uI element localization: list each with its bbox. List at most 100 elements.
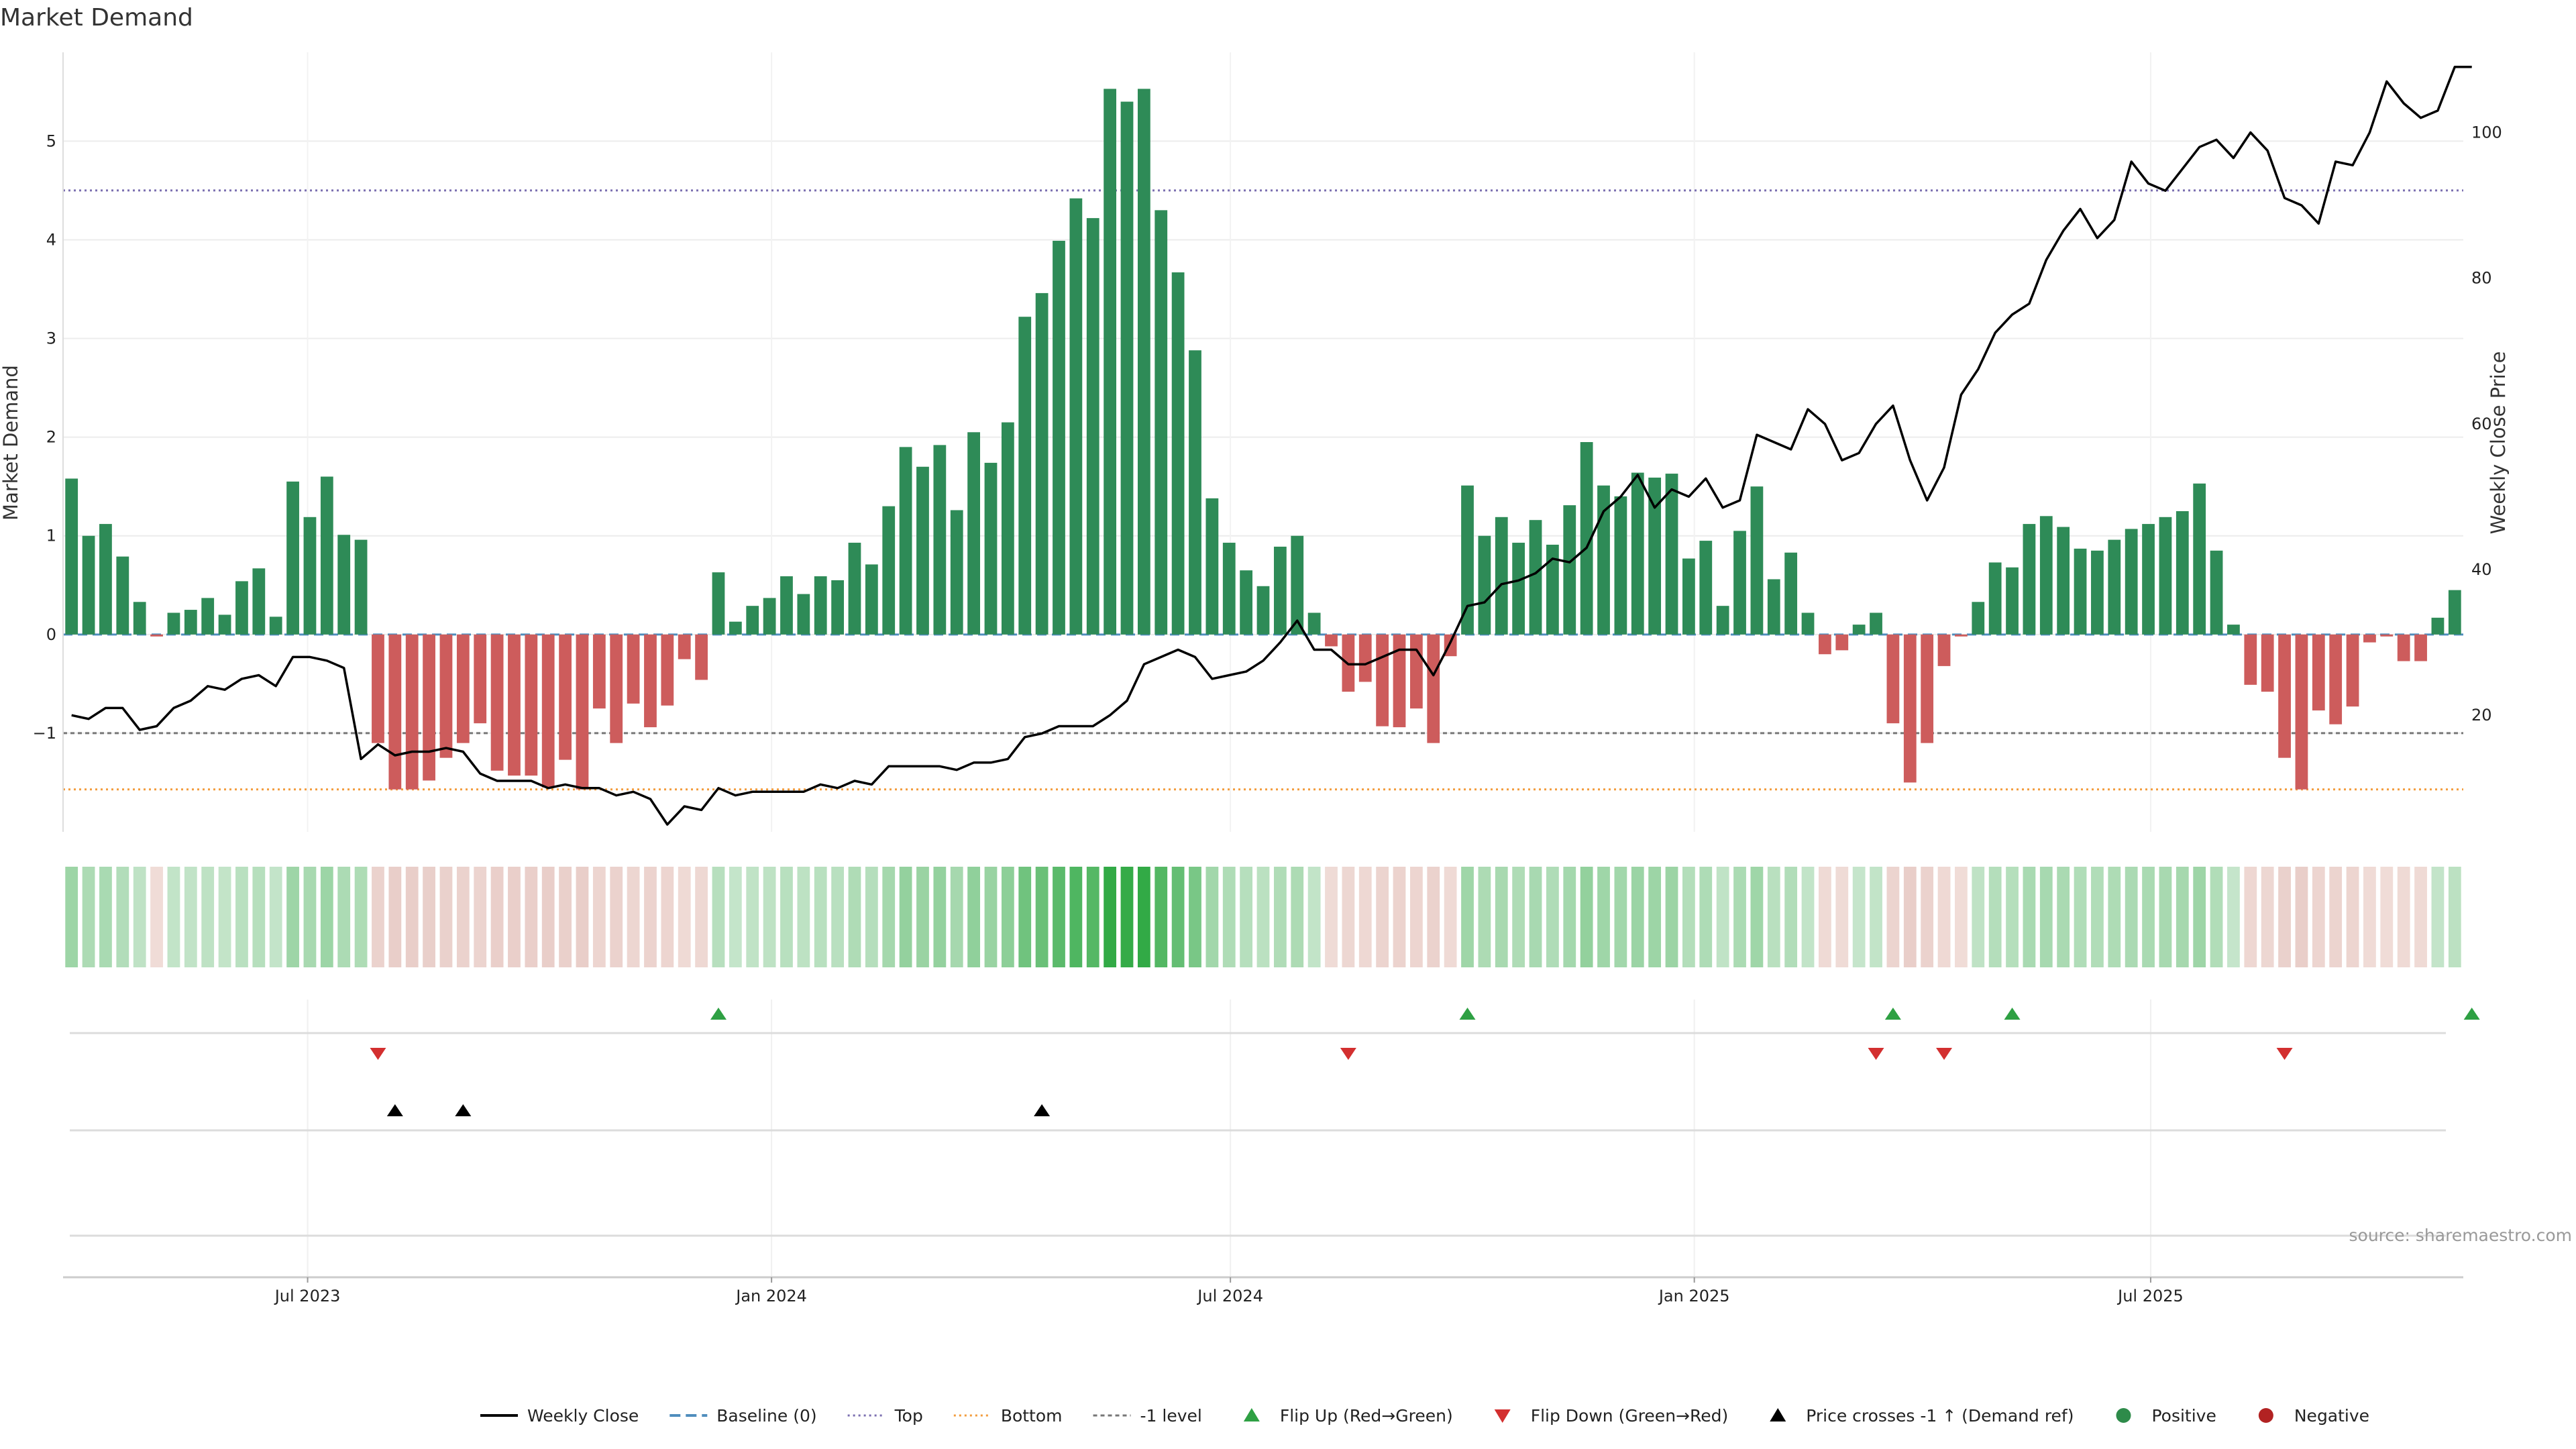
demand-bar-positive (1120, 101, 1134, 635)
demand-bar-negative (150, 634, 163, 637)
heat-cell (729, 867, 742, 967)
heat-cell (541, 867, 555, 967)
heat-cell (1171, 867, 1185, 967)
source-note: source: sharemaestro.com (2349, 1226, 2573, 1245)
heat-cell (1137, 867, 1150, 967)
heat-cell (116, 867, 129, 967)
demand-bar-positive (116, 556, 129, 635)
heat-cell (2278, 867, 2291, 967)
demand-bar-positive (746, 606, 759, 635)
demand-bar-positive (1767, 579, 1780, 635)
demand-bar-negative (1393, 634, 1406, 728)
heat-cell (2244, 867, 2257, 967)
demand-bar-negative (2414, 634, 2427, 661)
demand-bar-negative (388, 634, 402, 790)
demand-bar-positive (2193, 483, 2206, 635)
demand-bar-positive (1307, 612, 1321, 635)
legend-swatch (2258, 1408, 2273, 1423)
heat-cell (1699, 867, 1713, 967)
heat-cell (1631, 867, 1644, 967)
heat-cell (2227, 867, 2240, 967)
heat-cell (2261, 867, 2274, 967)
heat-cell (1001, 867, 1014, 967)
x-tick-label: Jan 2025 (1658, 1287, 1730, 1305)
heat-cell (661, 867, 674, 967)
heat-cell (218, 867, 231, 967)
demand-bar-positive (1104, 89, 1117, 635)
demand-bar-positive (1988, 562, 2002, 635)
heat-cell (1648, 867, 1662, 967)
demand-bar-negative (1835, 634, 1849, 651)
heat-cell (150, 867, 163, 967)
demand-bar-positive (712, 572, 725, 635)
demand-bar-negative (525, 634, 538, 776)
heat-cell (201, 867, 215, 967)
x-tick-label: Jan 2024 (735, 1287, 807, 1305)
heat-cell (337, 867, 351, 967)
demand-bar-positive (2039, 516, 2053, 635)
heat-cell (763, 867, 776, 967)
chart-title: Market Demand (0, 4, 193, 32)
legend-label: Price crosses -1 ↑ (Demand ref) (1806, 1406, 2074, 1426)
heat-cell (2023, 867, 2036, 967)
heat-cell (354, 867, 368, 967)
demand-bar-positive (831, 580, 844, 635)
heat-cell (1870, 867, 1882, 967)
demand-bar-positive (201, 598, 215, 635)
demand-bar-positive (2023, 524, 2036, 635)
demand-bar-positive (1137, 89, 1150, 635)
heat-cell (1155, 867, 1168, 967)
heat-cell (592, 867, 606, 967)
demand-bar-negative (456, 634, 470, 743)
legend-item: Flip Up (Red→Green) (1243, 1406, 1453, 1426)
axes: 5 4 3 2 1 0 −1 100 80 60 40 20 (33, 52, 2502, 832)
heat-cell (627, 867, 640, 967)
heat-cell (1342, 867, 1355, 967)
heat-cell (1784, 867, 1798, 967)
heat-cell (797, 867, 810, 967)
heat-cell (1291, 867, 1304, 967)
demand-bar-negative (576, 634, 589, 790)
heat-cell (1955, 867, 1968, 967)
heat-cell (1256, 867, 1270, 967)
heat-cell (2380, 867, 2394, 967)
demand-bar-positive (814, 576, 827, 635)
demand-bar-positive (286, 481, 299, 635)
demand-bar-negative (1903, 634, 1917, 783)
legend-label: Weekly Close (527, 1406, 639, 1426)
heat-cell (576, 867, 589, 967)
heat-cell (1767, 867, 1780, 967)
demand-bar-negative (405, 634, 419, 790)
demand-bar-positive (2006, 567, 2019, 635)
legend-swatch (1243, 1408, 1260, 1421)
demand-bar-positive (1784, 552, 1798, 635)
heat-cell (2108, 867, 2121, 967)
heat-cell (252, 867, 266, 967)
demand-bar-positive (1512, 543, 1525, 635)
demand-bar-negative (541, 634, 555, 788)
heat-cell (372, 867, 384, 967)
legend-item: Weekly Close (480, 1406, 639, 1426)
heat-cell (1580, 867, 1593, 967)
demand-bar-positive (1256, 586, 1270, 635)
y-axis-title-right: Weekly Close Price (2487, 352, 2510, 535)
legend-label: Flip Down (Green→Red) (1531, 1406, 1729, 1426)
demand-bar-negative (2363, 634, 2376, 643)
demand-bar-negative (2380, 634, 2394, 637)
legend-label: Top (894, 1406, 923, 1426)
x-tick-label: Jul 2024 (1196, 1287, 1263, 1305)
demand-bar-positive (950, 510, 963, 635)
legend-item: Baseline (0) (669, 1406, 817, 1426)
demand-bar-positive (797, 594, 810, 635)
demand-bar-negative (627, 634, 640, 704)
demand-bar-negative (2295, 634, 2308, 790)
heat-cell (269, 867, 282, 967)
heat-cell (1240, 867, 1253, 967)
demand-bar-positive (1972, 602, 1985, 635)
heat-cell (1307, 867, 1321, 967)
demand-bar-positive (1189, 350, 1201, 635)
heat-cell (865, 867, 878, 967)
demand-bar-negative (592, 634, 606, 709)
heat-cell (474, 867, 487, 967)
demand-bar-positive (167, 612, 180, 635)
